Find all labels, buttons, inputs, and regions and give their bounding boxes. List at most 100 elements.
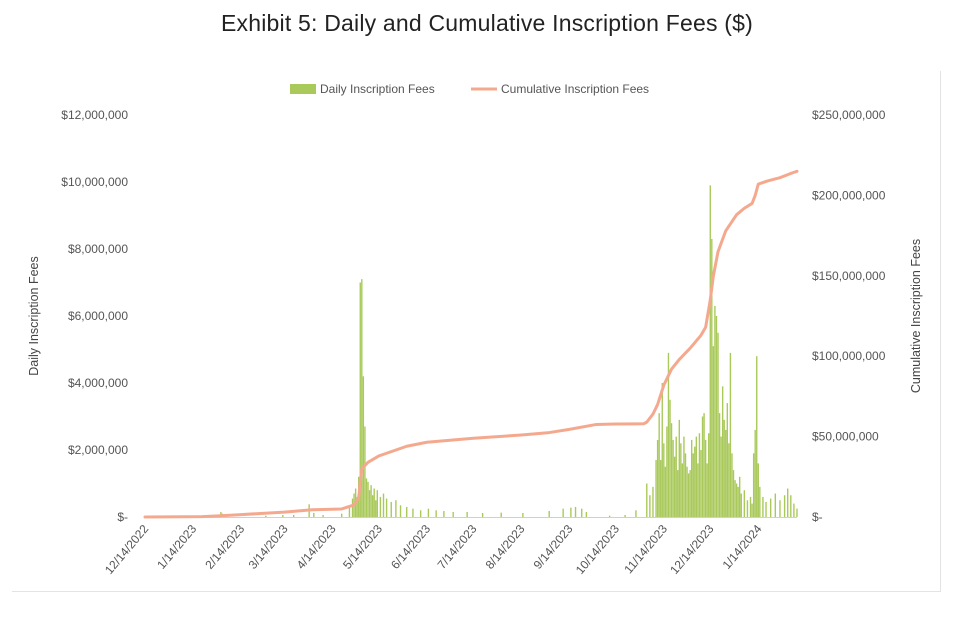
daily-fee-bar — [670, 423, 673, 517]
chart-title: Exhibit 5: Daily and Cumulative Inscript… — [221, 10, 753, 36]
daily-fee-bar — [385, 498, 388, 517]
daily-fee-bar — [737, 486, 739, 517]
daily-fee-bar — [608, 515, 611, 517]
daily-fee-bar — [680, 443, 682, 517]
x-tick-label: 9/14/2023 — [531, 522, 576, 572]
daily-fee-bar — [735, 483, 738, 517]
legend: Daily Inscription Fees Cumulative Inscri… — [290, 82, 649, 96]
daily-fee-bar — [701, 416, 704, 517]
daily-fee-bar — [265, 515, 267, 517]
y-axis-left-title: Daily Inscription Fees — [27, 256, 41, 376]
daily-fee-bar — [652, 486, 654, 517]
daily-fee-bar — [759, 486, 761, 517]
daily-fee-bar — [635, 510, 637, 517]
daily-fee-bar — [399, 505, 402, 517]
daily-fee-bar — [624, 514, 626, 517]
daily-fee-bar — [356, 496, 358, 517]
y-left-tick-label: $4,000,000 — [68, 376, 128, 390]
daily-fee-bar — [585, 511, 588, 517]
daily-fee-bar — [667, 352, 670, 517]
daily-fee-bar — [663, 443, 665, 517]
legend-bar-label: Daily Inscription Fees — [320, 82, 435, 96]
y-axis-left-ticks: $- $2,000,000 $4,000,000 $6,000,000 $8,000,0… — [61, 108, 128, 524]
daily-fee-bar — [435, 510, 437, 517]
daily-fee-bar — [749, 496, 752, 517]
daily-fee-bar — [427, 508, 430, 518]
daily-fee-bar — [656, 439, 659, 517]
daily-fee-bar — [322, 514, 324, 517]
daily-fee-bar — [725, 429, 727, 517]
y-axis-right-title: Cumulative Inscription Fees — [909, 239, 923, 393]
legend-bar-swatch — [290, 84, 316, 94]
daily-fee-bar — [779, 500, 781, 517]
daily-fee-bar — [734, 480, 736, 517]
daily-fee-bar — [683, 436, 685, 517]
daily-fee-bar — [765, 501, 767, 517]
daily-fee-bar — [762, 496, 764, 517]
daily-fee-bar — [684, 453, 687, 517]
y-right-tick-label: $200,000,000 — [812, 188, 886, 202]
daily-fee-bar — [689, 470, 691, 517]
daily-fee-bar — [700, 450, 702, 517]
daily-fee-bar — [351, 498, 354, 517]
daily-fee-bar — [500, 512, 502, 517]
daily-fee-bar — [681, 463, 684, 517]
daily-fee-bar — [376, 490, 378, 517]
daily-fee-bar — [714, 305, 716, 517]
daily-fee-bar — [673, 456, 676, 517]
daily-fee-bar — [313, 512, 315, 517]
daily-fee-bar — [718, 413, 721, 517]
daily-fee-bar — [660, 460, 662, 517]
x-tick-label: 8/14/2023 — [483, 522, 528, 572]
daily-fee-bar — [706, 463, 708, 517]
daily-fee-bar — [717, 332, 719, 517]
x-tick-label: 12/14/2023 — [667, 522, 717, 577]
daily-fee-bar — [678, 419, 680, 517]
daily-fee-bar — [367, 481, 369, 517]
x-tick-label: 3/14/2023 — [246, 522, 291, 572]
daily-fee-bar — [697, 463, 699, 517]
daily-fee-bar — [703, 413, 705, 517]
daily-fee-bar — [370, 485, 372, 517]
x-tick-label: 1/14/2024 — [720, 522, 765, 572]
daily-fee-bar — [675, 436, 677, 517]
daily-fee-bar — [669, 399, 671, 517]
daily-fee-bar — [687, 473, 690, 517]
daily-fee-bar — [452, 511, 454, 517]
daily-fee-bar — [365, 478, 368, 517]
daily-fee-bar — [721, 386, 724, 517]
daily-fee-bar — [419, 510, 422, 517]
daily-fee-bar — [743, 490, 746, 517]
daily-fee-bar — [711, 238, 713, 517]
daily-fee-bar — [698, 433, 701, 517]
x-tick-label: 10/14/2023 — [573, 522, 623, 577]
y-left-tick-label: $6,000,000 — [68, 309, 128, 323]
daily-fee-bar — [646, 483, 648, 517]
daily-fee-bar — [359, 282, 361, 517]
daily-fee-bar — [739, 476, 741, 517]
y-right-tick-label: $150,000,000 — [812, 269, 886, 283]
daily-fee-bar — [658, 413, 660, 517]
daily-fee-bar — [752, 453, 755, 517]
daily-fee-bar — [790, 495, 792, 517]
daily-fee-bar — [581, 508, 583, 518]
daily-fee-bar — [715, 316, 718, 517]
daily-fee-bar — [364, 426, 366, 517]
daily-fee-bar — [672, 439, 674, 517]
y-left-tick-label: $10,000,000 — [61, 175, 128, 189]
y-left-tick-label: $12,000,000 — [61, 108, 128, 122]
x-tick-label: 6/14/2023 — [388, 522, 433, 572]
daily-fee-bar — [481, 512, 484, 517]
daily-fee-bar — [395, 500, 397, 517]
x-tick-label: 7/14/2023 — [435, 522, 480, 572]
daily-fee-bar — [769, 498, 772, 517]
y-right-tick-label: $250,000,000 — [812, 108, 886, 122]
daily-fee-bar — [695, 436, 698, 517]
daily-fee-bar — [751, 503, 753, 517]
daily-fee-bar — [649, 495, 651, 517]
y-right-tick-label: $50,000,000 — [812, 430, 879, 444]
daily-fee-bar — [793, 503, 795, 517]
daily-fee-bar — [361, 279, 363, 517]
daily-fee-bar — [282, 514, 284, 517]
